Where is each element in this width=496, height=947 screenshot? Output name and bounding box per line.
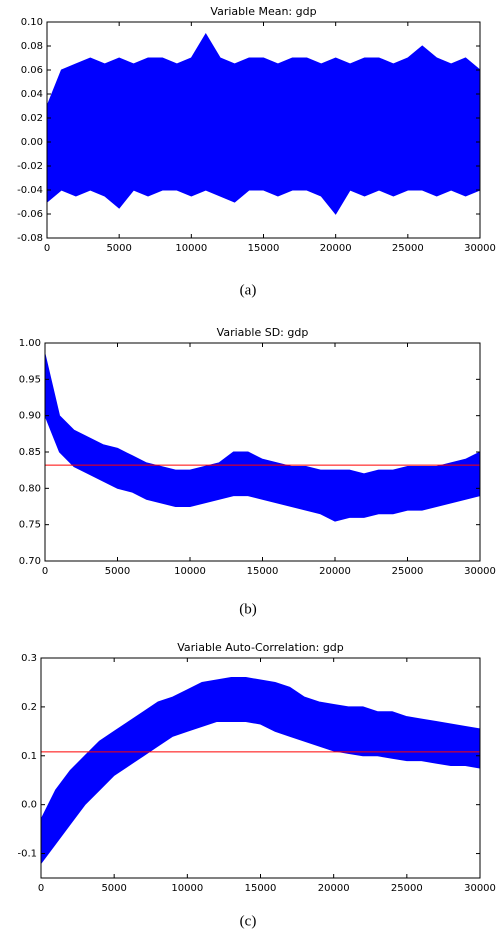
- y-tick-label: 0.08: [21, 41, 43, 52]
- y-tick-label: 0.1: [21, 751, 37, 762]
- caption: (a): [240, 282, 257, 298]
- x-tick-label: 20000: [319, 566, 351, 577]
- y-tick-label: -0.04: [17, 185, 43, 196]
- x-tick-label: 25000: [391, 883, 423, 894]
- x-tick-label: 0: [42, 566, 48, 577]
- x-tick-label: 30000: [464, 566, 496, 577]
- y-tick-label: -0.08: [17, 233, 43, 244]
- y-tick-label: 0.75: [19, 520, 41, 531]
- y-tick-label: 0.90: [19, 411, 41, 422]
- y-tick-label: 0.2: [21, 702, 37, 713]
- band-area: [46, 33, 481, 215]
- y-tick-label: 0.04: [21, 89, 43, 100]
- caption: (b): [239, 601, 257, 617]
- y-tick-label: 0.02: [21, 113, 43, 124]
- x-tick-label: 10000: [174, 566, 206, 577]
- x-tick-label: 15000: [247, 566, 279, 577]
- x-tick-label: 30000: [464, 883, 496, 894]
- chart-title: Variable SD: gdp: [217, 326, 309, 339]
- y-tick-label: -0.02: [17, 161, 43, 172]
- y-tick-label: -0.06: [17, 209, 43, 220]
- y-tick-label: -0.1: [17, 849, 37, 860]
- y-tick-label: 0.70: [19, 556, 41, 567]
- chart-title: Variable Auto-Correlation: gdp: [177, 641, 344, 654]
- x-tick-label: 25000: [392, 243, 424, 254]
- band-area: [40, 677, 481, 865]
- x-tick-label: 5000: [101, 883, 126, 894]
- x-tick-label: 15000: [245, 883, 277, 894]
- y-tick-label: 1.00: [19, 338, 41, 349]
- x-tick-label: 10000: [175, 243, 207, 254]
- y-tick-label: 0.95: [19, 374, 41, 385]
- x-tick-label: 5000: [106, 243, 131, 254]
- y-tick-label: 0.00: [21, 137, 43, 148]
- x-tick-label: 25000: [392, 566, 424, 577]
- y-tick-label: 0.0: [21, 800, 37, 811]
- x-tick-label: 0: [38, 883, 44, 894]
- y-tick-label: 0.06: [21, 65, 43, 76]
- x-tick-label: 5000: [105, 566, 130, 577]
- x-tick-label: 30000: [464, 243, 496, 254]
- y-tick-label: 0.85: [19, 447, 41, 458]
- x-tick-label: 10000: [171, 883, 203, 894]
- y-tick-label: 0.3: [21, 653, 37, 664]
- caption: (c): [240, 913, 257, 929]
- y-tick-label: 0.80: [19, 483, 41, 494]
- band-area: [44, 353, 481, 522]
- x-tick-label: 15000: [248, 243, 280, 254]
- x-tick-label: 20000: [320, 243, 352, 254]
- x-tick-label: 20000: [318, 883, 350, 894]
- y-tick-label: 0.10: [21, 17, 43, 28]
- x-tick-label: 0: [44, 243, 50, 254]
- chart-title: Variable Mean: gdp: [210, 5, 316, 18]
